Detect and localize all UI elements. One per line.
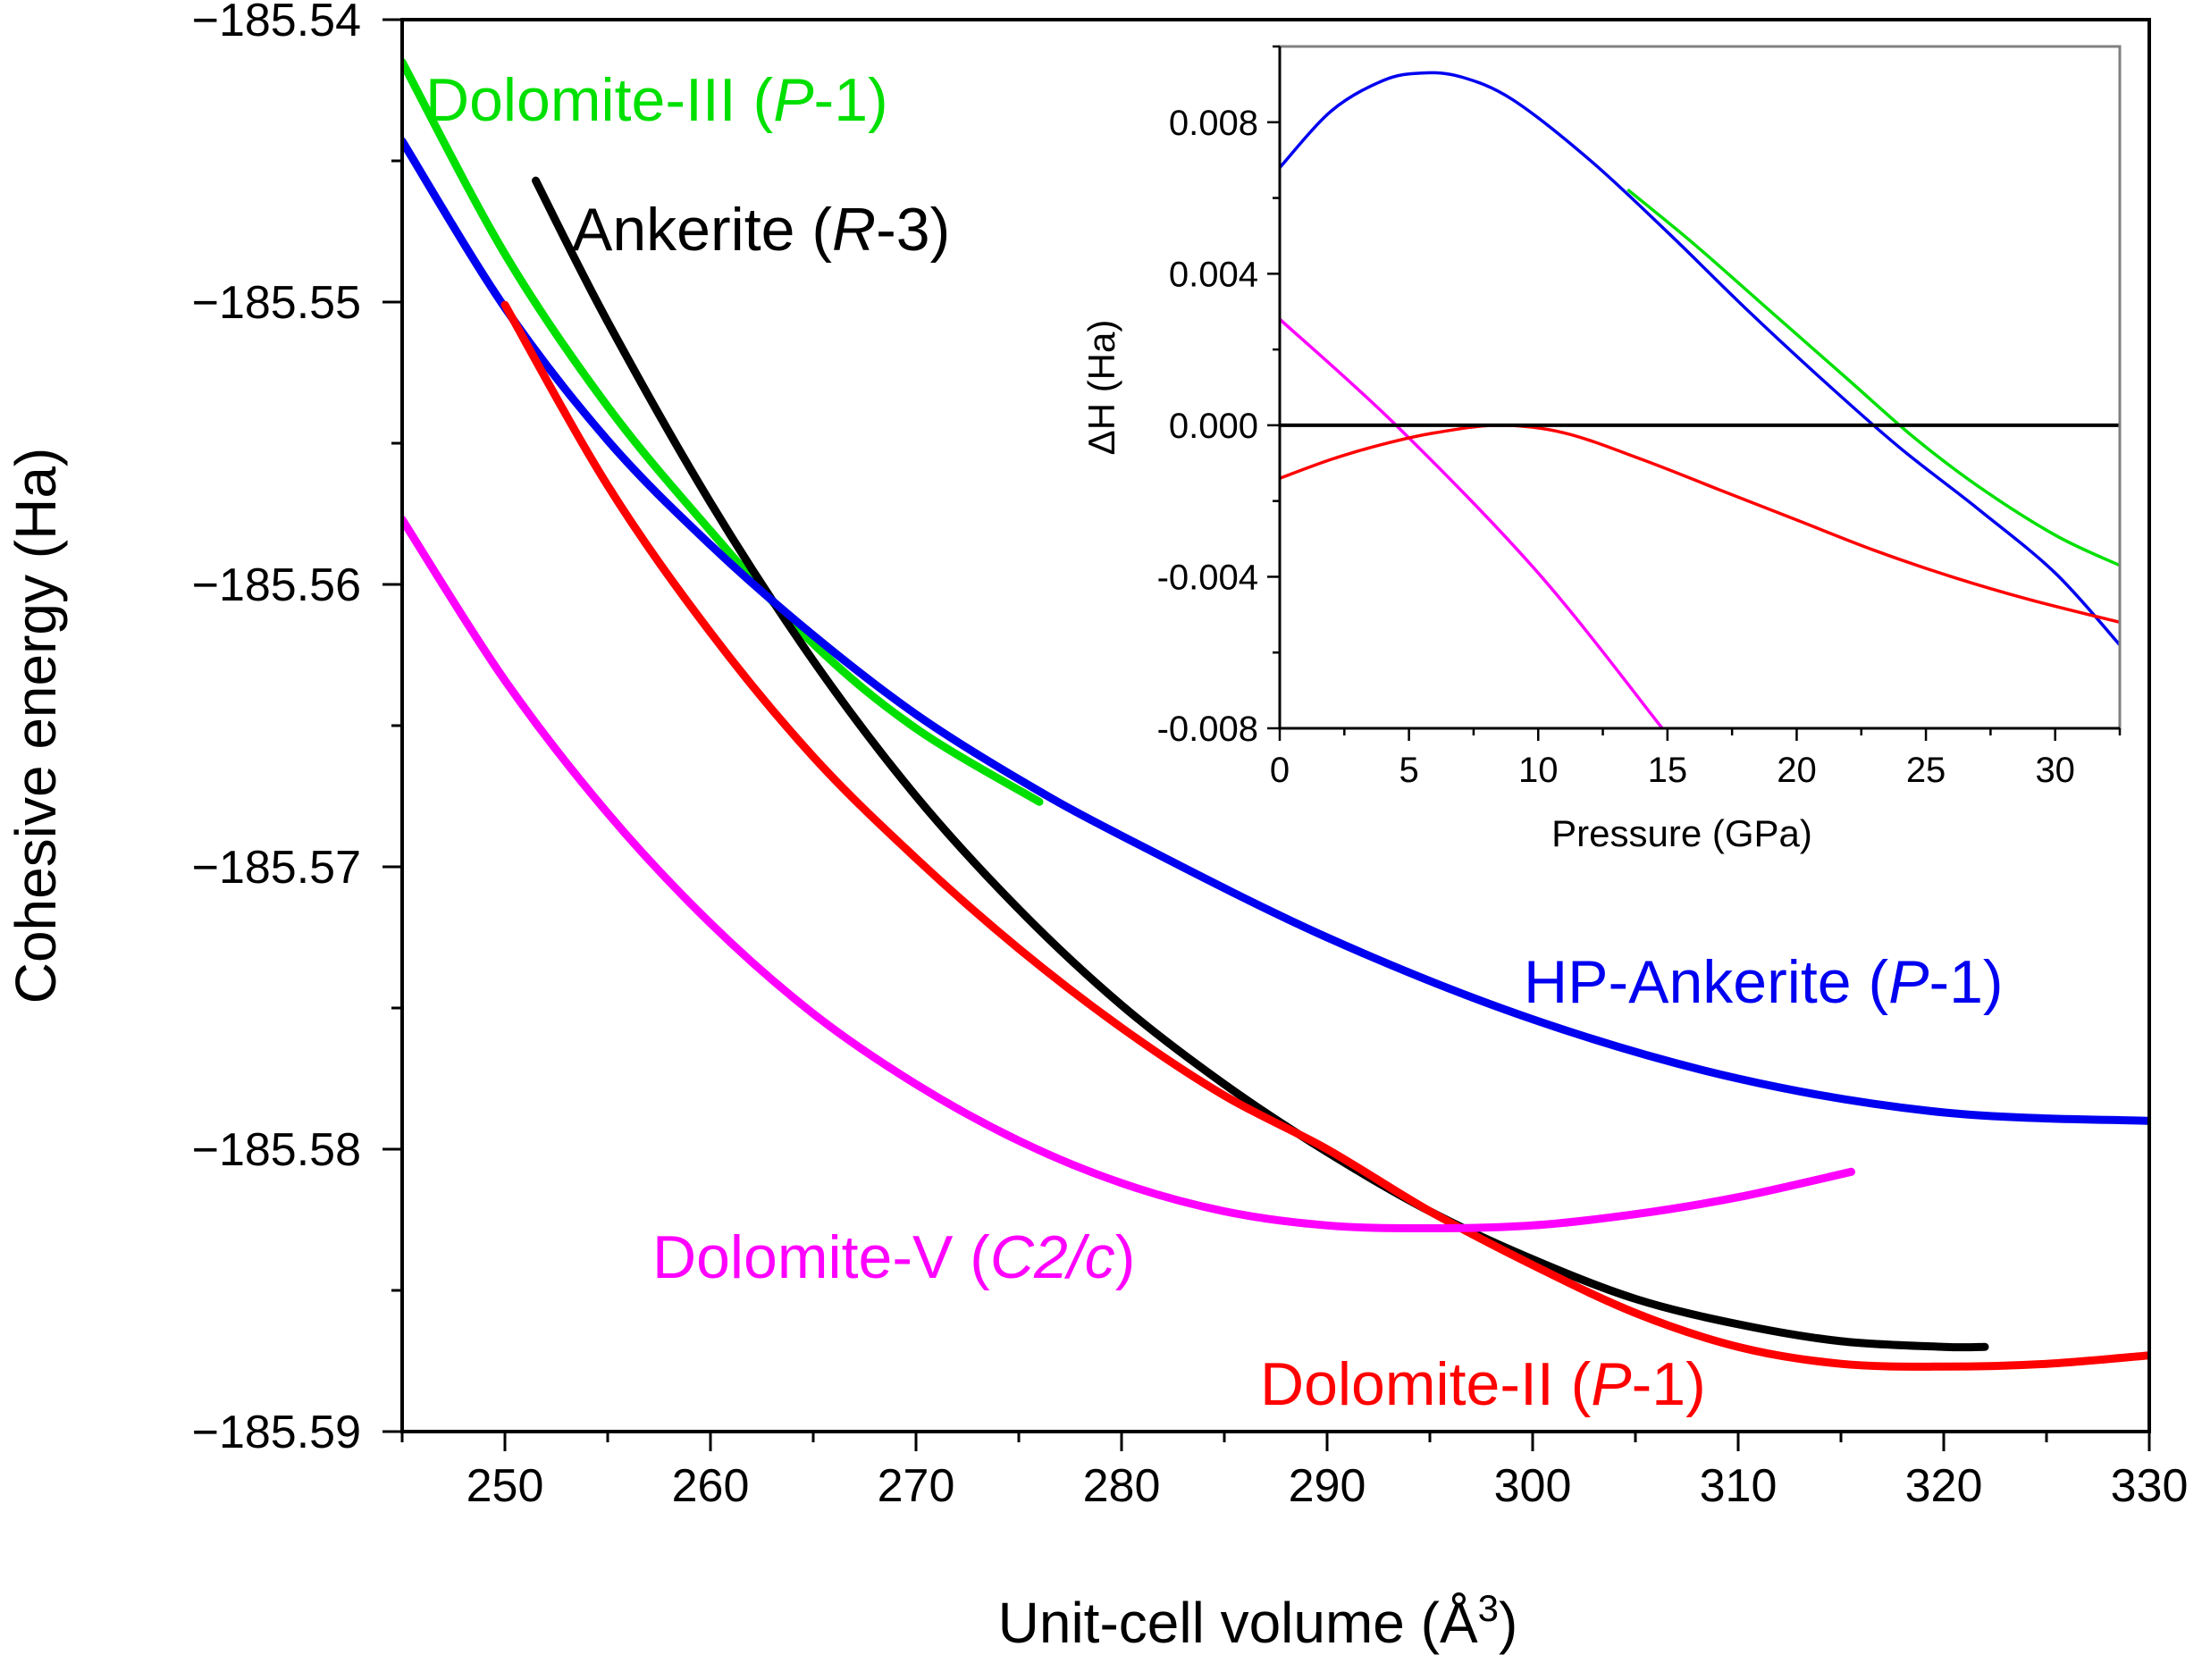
inset-x-tick-label: 15	[1648, 751, 1688, 790]
x-tick-label-320: 320	[1905, 1460, 1983, 1512]
x-tick-label-250: 250	[466, 1460, 544, 1512]
y-tick-label: −185.54	[192, 0, 361, 46]
x-tick-label-280: 280	[1083, 1460, 1161, 1512]
x-axis-title: Unit-cell volume (Å3)	[998, 1587, 1518, 1655]
inset-x-tick-label: 20	[1777, 751, 1817, 790]
series-line-dolomite-ii	[500, 300, 2149, 1371]
series-line-hp-ankerite	[402, 137, 2149, 1125]
y-tick-label: −185.57	[192, 842, 361, 894]
series-label-dolomite-v: Dolomite-V (C2/c)	[652, 1223, 1135, 1291]
inset-y-tick-label: 0.000	[1169, 407, 1258, 446]
inset-x-tick-label: 10	[1518, 751, 1559, 790]
inset-y-tick-label: -0.004	[1157, 558, 1258, 597]
series-line-ankerite	[532, 176, 1989, 1352]
inset-y-tick-label: 0.004	[1169, 255, 1258, 294]
inset-series-group	[1280, 71, 2120, 728]
series-label-dolomite-iii: Dolomite-III (P-1)	[425, 66, 888, 134]
main-plot: 250 260 270 280 290 300 310 320 330−185.54−185.5…	[4, 0, 2188, 1655]
x-tick-label-300: 300	[1494, 1460, 1572, 1512]
series-label-dolomite-ii: Dolomite-II (P-1)	[1260, 1350, 1706, 1418]
inset-series-line-dolomite-ii	[1280, 424, 2120, 625]
inset-y-tick-label: 0.008	[1169, 104, 1258, 143]
inset-series-line-hp-ankerite	[1280, 71, 2120, 647]
x-tick-label-310: 310	[1700, 1460, 1778, 1512]
y-tick-label: −185.59	[192, 1407, 361, 1458]
inset-y-tick-label: -0.008	[1157, 710, 1258, 749]
series-line-dolomite-v	[402, 515, 1855, 1232]
x-tick-label-290: 290	[1289, 1460, 1366, 1512]
series-line-dolomite-iii	[402, 57, 1044, 806]
y-tick-label: −185.56	[192, 559, 361, 611]
inset-plot: 0 5 10 15 20 25 30 0.008 0.004 0.000 -0.004 -0.008 P…	[1080, 45, 2122, 854]
main-series-group	[402, 57, 2149, 1371]
x-tick-label-260: 260	[672, 1460, 750, 1512]
inset-series-line-dolomite-v	[1280, 317, 1664, 728]
series-label-hp-ankerite: HP-Ankerite (P-1)	[1524, 948, 2004, 1016]
inset-x-tick-label: 30	[2035, 751, 2075, 790]
inset-series-line-dolomite-iii	[1626, 189, 2120, 567]
x-tick-label-270: 270	[878, 1460, 955, 1512]
inset-x-axis-title: Pressure (GPa)	[1551, 812, 1812, 854]
y-axis-title: Cohesive energy (Ha)	[4, 448, 68, 1004]
series-label-ankerite: Ankerite (R-3)	[572, 196, 950, 264]
x-tick-label-330: 330	[2111, 1460, 2189, 1512]
y-tick-label: −185.55	[192, 277, 361, 329]
inset-x-tick-label: 0	[1270, 751, 1290, 790]
inset-y-axis-title: ΔH (Ha)	[1080, 320, 1122, 456]
inset-background	[1280, 46, 2120, 728]
inset-x-tick-label: 25	[1906, 751, 1946, 790]
y-tick-label: −185.58	[192, 1124, 361, 1176]
inset-x-tick-label: 5	[1399, 751, 1418, 790]
